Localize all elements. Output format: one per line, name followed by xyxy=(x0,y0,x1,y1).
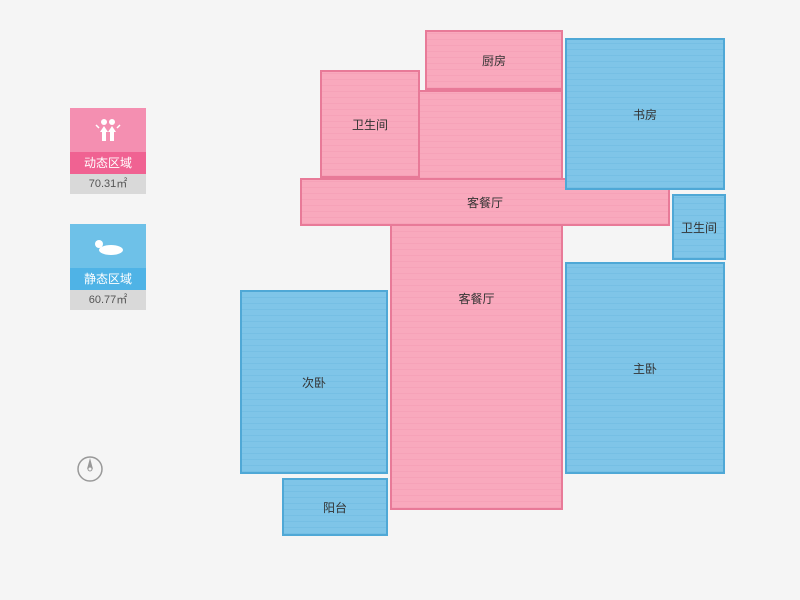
floorplan: 客餐厅客餐厅厨房卫生间书房卫生间主卧次卧阳台 xyxy=(240,30,740,550)
room-厨房: 厨房 xyxy=(425,30,563,90)
room-label: 书房 xyxy=(633,106,657,123)
room-label: 客餐厅 xyxy=(467,194,503,211)
legend-dynamic-label: 动态区域 xyxy=(70,152,146,174)
room-书房: 书房 xyxy=(565,38,725,190)
room-label: 次卧 xyxy=(302,374,326,391)
compass-icon xyxy=(76,455,104,483)
room-主卧: 主卧 xyxy=(565,262,725,474)
legend-dynamic-value: 70.31㎡ xyxy=(70,174,146,194)
room-label: 客餐厅 xyxy=(458,290,494,307)
sleep-icon xyxy=(91,236,125,256)
legend-static: 静态区域 60.77㎡ xyxy=(70,224,146,310)
legend-static-label: 静态区域 xyxy=(70,268,146,290)
room-卫生间: 卫生间 xyxy=(320,70,420,178)
room-阳台: 阳台 xyxy=(282,478,388,536)
room-次卧: 次卧 xyxy=(240,290,388,474)
legend-dynamic-icon xyxy=(70,108,146,152)
room-label: 厨房 xyxy=(482,52,506,69)
room-label: 阳台 xyxy=(323,499,347,516)
legend-static-value: 60.77㎡ xyxy=(70,290,146,310)
legend-static-icon xyxy=(70,224,146,268)
room-label: 主卧 xyxy=(633,360,657,377)
legend-dynamic: 动态区域 70.31㎡ xyxy=(70,108,146,194)
room-label: 卫生间 xyxy=(352,116,388,133)
people-icon xyxy=(93,117,123,143)
room-label: 卫生间 xyxy=(681,219,717,236)
legend-panel: 动态区域 70.31㎡ 静态区域 60.77㎡ xyxy=(70,108,146,340)
room-卫生间: 卫生间 xyxy=(672,194,726,260)
